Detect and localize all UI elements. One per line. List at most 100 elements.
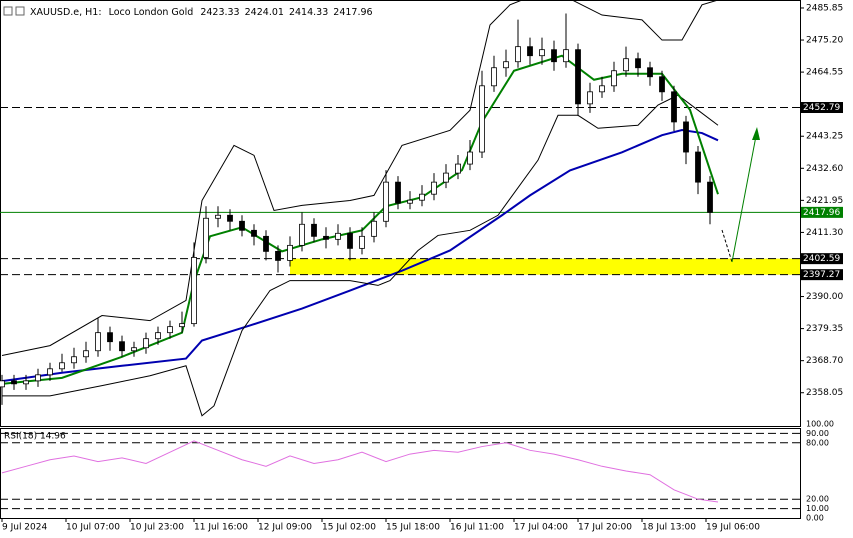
candle-body <box>83 350 89 358</box>
rsi-tick-label: 10.00 <box>806 504 829 513</box>
candle-body <box>335 232 341 240</box>
candle-body <box>191 257 197 325</box>
x-tick-label: 10 Jul 23:00 <box>130 523 184 533</box>
rsi-tick-label: 100.00 <box>806 420 834 429</box>
y-tick-label: 2475.20 <box>806 36 843 46</box>
candle-body <box>215 214 221 219</box>
candle-body <box>95 332 101 352</box>
candle-body <box>227 214 233 222</box>
rsi-panel <box>0 428 801 519</box>
candle-body <box>251 229 257 237</box>
candle-body <box>371 220 377 237</box>
candle-body <box>647 67 653 78</box>
x-tick-label: 18 Jul 13:00 <box>642 523 696 533</box>
y-tick-label: 2411.30 <box>806 228 843 238</box>
y-tick-label: 2421.95 <box>806 196 843 206</box>
candle-body <box>491 67 497 87</box>
main-plot <box>0 0 800 417</box>
y-tick-label: 2379.35 <box>806 324 843 334</box>
quote-close: 2417.96 <box>333 7 372 18</box>
candle-body <box>515 46 521 63</box>
x-tick-label: 11 Jul 16:00 <box>194 523 248 533</box>
candle-body <box>635 58 641 69</box>
x-tick-label: 15 Jul 02:00 <box>322 523 376 533</box>
candle-body <box>587 91 593 105</box>
candle-body <box>419 193 425 201</box>
y-tick-label: 2464.55 <box>806 68 843 78</box>
y-tick-label: 2358.05 <box>806 388 843 398</box>
arrow-head <box>752 127 760 140</box>
level-label-bg <box>801 102 843 114</box>
rsi-plot <box>0 432 800 510</box>
candle-body <box>623 58 629 72</box>
y-tick-label: 2390.00 <box>806 292 843 302</box>
candle-body <box>395 181 401 204</box>
candle-body <box>575 49 581 105</box>
candle-body <box>383 181 389 222</box>
x-tick-label: 17 Jul 20:00 <box>578 523 632 533</box>
candle-body <box>71 356 77 364</box>
x-tick-label: 12 Jul 09:00 <box>258 523 312 533</box>
candle-body <box>503 61 509 69</box>
candle-body <box>347 232 353 249</box>
chart-header: XAUUSD.e, H1: Loco London Gold 2423.33 2… <box>30 7 373 18</box>
candle-body <box>47 368 53 376</box>
candle-body <box>599 85 605 93</box>
candle-body <box>0 380 5 388</box>
candle-body <box>467 151 473 165</box>
icon <box>3 6 13 16</box>
candle-body <box>179 323 185 328</box>
description: Loco London Gold <box>109 7 194 18</box>
quote-high: 2424.01 <box>245 7 284 18</box>
candle-body <box>695 151 701 183</box>
rsi-tick-label: 0.00 <box>806 514 824 523</box>
candle-body <box>659 76 665 93</box>
candle-body <box>35 374 41 382</box>
quote-open: 2423.33 <box>200 7 239 18</box>
candle-body <box>431 181 437 195</box>
y-tick-label: 2443.25 <box>806 132 843 142</box>
candle-body <box>275 250 281 261</box>
candle-body <box>119 341 125 352</box>
symbol: XAUUSD.e, H1: <box>30 7 102 18</box>
main-panel <box>0 0 801 427</box>
rsi-title: RSI(18) 14.96 <box>4 432 66 442</box>
candle-body <box>59 362 65 370</box>
candle-body <box>455 163 461 174</box>
level-label: 2402.59 <box>803 254 840 264</box>
rsi-line <box>1 440 719 503</box>
forecast-drawing <box>721 127 760 263</box>
rsi-tick-label: 20.00 <box>806 495 829 504</box>
x-tick-label: 17 Jul 04:00 <box>514 523 568 533</box>
candle-body <box>263 235 269 252</box>
level-label: 2452.79 <box>803 103 840 113</box>
candle-body <box>707 181 713 213</box>
zone <box>290 258 800 275</box>
forecast-line <box>721 229 733 263</box>
candle-body <box>359 235 365 249</box>
quote-low: 2414.33 <box>289 7 328 18</box>
candle-body <box>299 223 305 246</box>
band-line <box>2 94 719 417</box>
level-label: 2397.27 <box>803 270 840 280</box>
candle-body <box>671 91 677 123</box>
candle-body <box>239 220 245 231</box>
y-tick-label: 2368.70 <box>806 356 843 366</box>
candle-body <box>539 49 545 57</box>
candle-body <box>167 326 173 334</box>
candle-body <box>287 244 293 261</box>
header: XAUUSD.e, H1: Loco London Gold 2423.33 2… <box>3 6 373 442</box>
icon <box>15 6 25 16</box>
x-tick-label: 9 Jul 2024 <box>2 523 47 533</box>
last-price-bg <box>801 206 843 218</box>
x-tick-label: 10 Jul 07:00 <box>66 523 120 533</box>
candle-body <box>563 49 569 63</box>
candle-body <box>143 338 149 349</box>
candle-body <box>443 172 449 183</box>
last-price-label: 2417.96 <box>803 208 840 218</box>
band-line <box>1 0 719 357</box>
candle-body <box>527 46 533 57</box>
candle-body <box>407 199 413 204</box>
candle-body <box>107 332 113 343</box>
